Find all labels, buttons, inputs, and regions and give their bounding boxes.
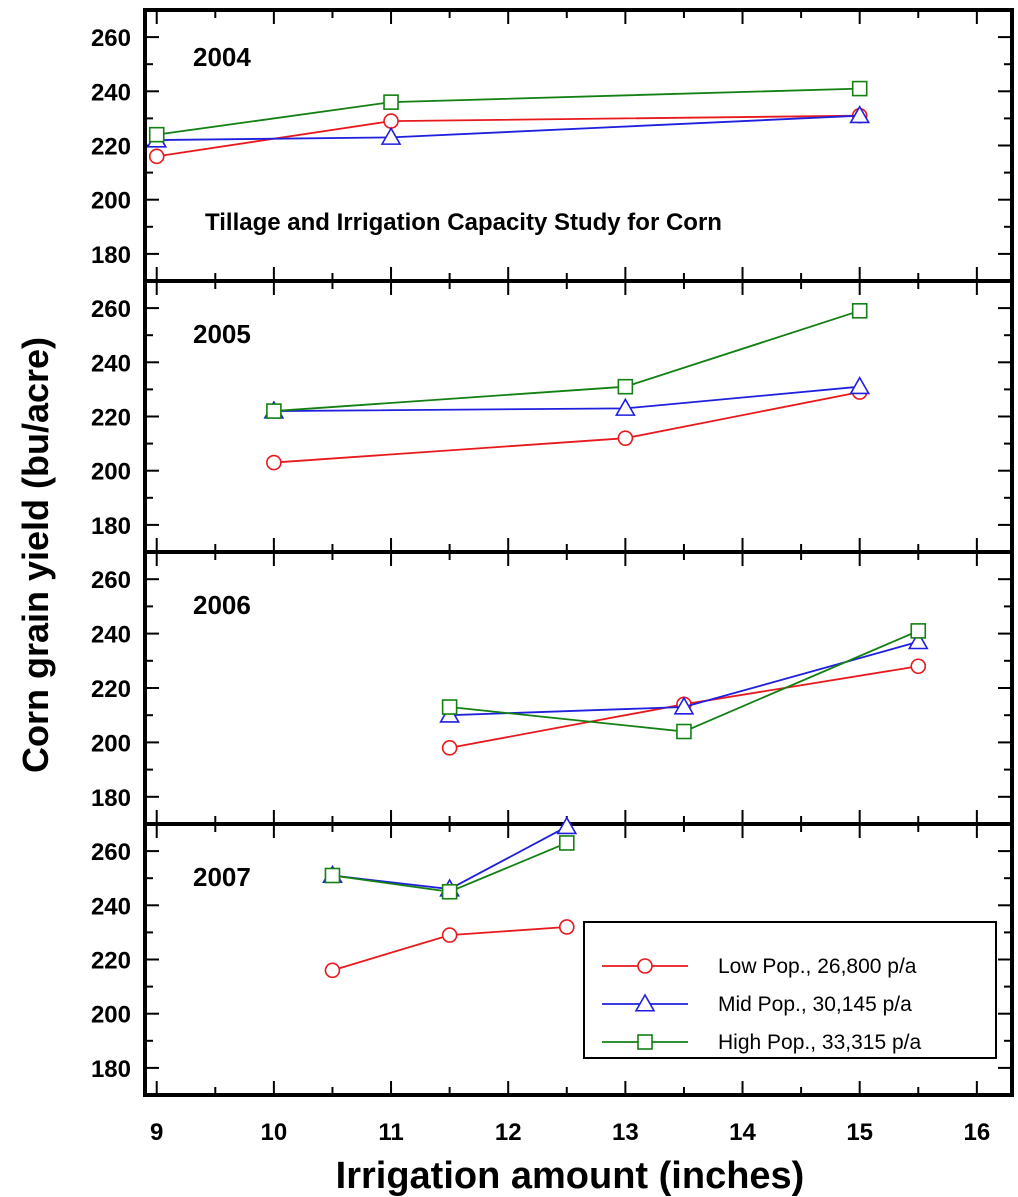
x-tick-label: 10 — [261, 1119, 288, 1146]
data-series — [146, 80, 929, 979]
data-point-square — [851, 303, 868, 319]
data-point-circle — [617, 430, 634, 446]
x-tick-label: 14 — [729, 1119, 756, 1146]
y-tick-label: 200 — [91, 188, 131, 215]
data-point-triangle — [614, 397, 636, 416]
data-point-triangle — [907, 631, 929, 650]
x-tick-label: 16 — [963, 1119, 990, 1146]
data-point-circle — [383, 113, 399, 129]
series-line — [156, 87, 860, 136]
axis-labels: 180 200 220 240 260 2004 180 200 220 240 260 2005 18… — [91, 25, 990, 1146]
y-tick-label: 260 — [91, 296, 131, 323]
y-tick-label: 220 — [91, 676, 131, 703]
panel-year-label: 2004 — [193, 42, 251, 72]
data-point-triangle — [556, 816, 578, 835]
data-point-square — [441, 699, 458, 715]
data-point-square — [558, 835, 575, 851]
axis-ticks — [145, 10, 1012, 1095]
data-point-square — [910, 623, 927, 639]
data-point-square — [383, 94, 399, 110]
data-point-circle — [441, 927, 458, 943]
x-tick-label: 15 — [846, 1119, 873, 1146]
y-tick-label: 240 — [91, 79, 131, 106]
y-tick-label: 220 — [91, 405, 131, 432]
data-point-circle — [441, 740, 458, 756]
data-point-circle — [637, 958, 653, 974]
y-tick-label: 240 — [91, 893, 131, 920]
y-tick-label: 200 — [91, 459, 131, 486]
data-point-triangle — [380, 126, 402, 145]
x-axis-title: Irrigation amount (inches) — [336, 1155, 805, 1197]
data-point-square — [324, 867, 341, 884]
y-tick-label: 180 — [91, 513, 131, 540]
panel-year-label: 2005 — [193, 319, 251, 349]
data-point-square — [266, 403, 282, 419]
x-tick-label: 11 — [378, 1119, 403, 1146]
series-line — [273, 391, 860, 464]
data-point-square — [676, 723, 692, 740]
data-point-circle — [148, 148, 165, 165]
y-tick-label: 180 — [91, 1056, 131, 1083]
data-point-square — [617, 378, 634, 395]
x-tick-label: 9 — [150, 1119, 163, 1146]
data-point-square — [851, 80, 868, 97]
y-tick-label: 180 — [91, 242, 131, 269]
y-tick-label: 260 — [91, 839, 131, 866]
data-point-square — [637, 1034, 653, 1050]
y-tick-label: 200 — [91, 730, 131, 757]
y-tick-label: 220 — [91, 134, 131, 161]
data-point-square — [441, 883, 458, 900]
x-tick-label: 13 — [612, 1119, 639, 1146]
series-line — [273, 309, 860, 412]
y-tick-label: 240 — [91, 622, 131, 649]
x-tick-label: 12 — [495, 1119, 522, 1146]
y-tick-label: 260 — [91, 25, 131, 52]
series-line — [156, 114, 860, 158]
data-point-triangle — [673, 696, 695, 715]
panel-year-label: 2007 — [193, 862, 251, 892]
data-point-circle — [324, 962, 341, 979]
panel-frame-2006 — [143, 550, 1014, 826]
data-point-circle — [910, 658, 927, 675]
panel-year-label: 2006 — [193, 590, 251, 620]
legend-label: Mid Pop., 30,145 p/a — [718, 993, 912, 1016]
legend: Low Pop., 26,800 p/a Mid Pop., 30,145 p/a… — [583, 921, 997, 1059]
legend-label: Low Pop., 26,800 p/a — [718, 955, 917, 978]
data-point-circle — [266, 454, 282, 471]
data-point-circle — [558, 919, 575, 935]
chart-title: Tillage and Irrigation Capacity Study fo… — [205, 209, 722, 236]
y-axis-title: Corn grain yield (bu/acre) — [15, 337, 56, 773]
y-tick-label: 260 — [91, 567, 131, 594]
data-point-triangle — [849, 105, 871, 124]
y-tick-label: 220 — [91, 948, 131, 975]
data-point-triangle — [849, 376, 871, 395]
y-tick-label: 180 — [91, 785, 131, 812]
data-point-triangle — [634, 993, 656, 1012]
y-tick-label: 240 — [91, 350, 131, 377]
panel-frame-2004 — [143, 8, 1014, 283]
series-line — [449, 630, 919, 733]
data-point-square — [148, 126, 165, 143]
legend-label: High Pop., 33,315 p/a — [718, 1031, 921, 1054]
y-tick-label: 200 — [91, 1002, 131, 1029]
